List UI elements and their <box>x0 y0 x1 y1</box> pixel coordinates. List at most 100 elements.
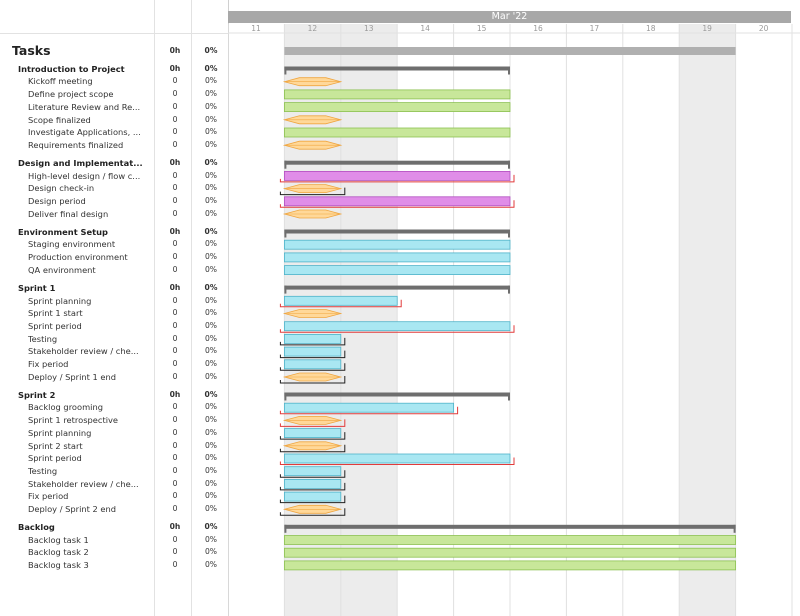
task-bar <box>284 333 342 344</box>
summary-bar <box>284 285 510 290</box>
task-hours: 0 <box>172 427 178 437</box>
task-progress: 0% <box>204 402 218 412</box>
day-label: 11 <box>251 24 261 33</box>
day-label: 18 <box>646 24 656 33</box>
task-progress: 0% <box>204 534 218 544</box>
day-label: 20 <box>758 24 769 33</box>
task-name: Staging environment <box>28 239 116 250</box>
task-row[interactable]: Sprint planning 0 0% <box>0 427 228 440</box>
task-name: Environment Setup <box>18 226 108 237</box>
task-row[interactable]: Literature Review and Re... 0 0% <box>0 101 228 114</box>
task-progress: 0% <box>204 333 218 343</box>
task-name: Deploy / Sprint 1 end <box>28 371 117 382</box>
task-progress: 0% <box>204 522 218 531</box>
task-row[interactable]: Deliver final design 0 0% <box>0 208 228 221</box>
task-row[interactable]: Backlog task 2 0 0% <box>0 546 228 559</box>
task-group-row[interactable]: Introduction to Project 0h 0% <box>0 63 228 76</box>
dependency-link <box>279 508 346 516</box>
task-row[interactable]: Design period 0 0% <box>0 195 228 208</box>
task-hours: 0 <box>172 76 178 86</box>
task-row[interactable]: Deploy / Sprint 1 end 0 0% <box>0 371 228 384</box>
task-row[interactable]: Sprint planning 0 0% <box>0 295 228 308</box>
task-bar <box>284 560 737 571</box>
task-progress: 0% <box>204 295 218 305</box>
task-row[interactable]: Fix period 0 0% <box>0 490 228 503</box>
task-bar <box>284 478 342 489</box>
task-progress: 0% <box>204 127 218 137</box>
task-group-row[interactable]: Sprint 1 0h 0% <box>0 282 228 295</box>
task-group-row[interactable]: Sprint 2 0h 0% <box>0 389 228 402</box>
task-name: Kickoff meeting <box>28 76 93 87</box>
task-group-row[interactable]: Environment Setup 0h 0% <box>0 226 228 239</box>
task-row[interactable]: Define project scope 0 0% <box>0 88 228 101</box>
task-hours: 0 <box>172 415 178 425</box>
task-row[interactable]: Scope finalized 0 0% <box>0 114 228 127</box>
dependency-link <box>279 406 459 415</box>
task-progress: 0% <box>204 282 218 292</box>
task-hours: 0h <box>169 282 181 292</box>
task-hours: 0 <box>172 359 178 368</box>
weekend-shade <box>679 24 736 616</box>
task-bar <box>284 196 511 207</box>
task-row[interactable]: Sprint 1 retrospective 0 0% <box>0 414 228 427</box>
task-row[interactable]: Backlog task 1 0 0% <box>0 534 228 547</box>
summary-bar <box>284 524 736 529</box>
task-hours: 0h <box>169 63 181 73</box>
task-group-row[interactable]: Design and Implementat... 0h 0% <box>0 157 228 170</box>
summary-bar-end-cap <box>508 66 510 75</box>
task-name: Investigate Applications, ... <box>28 127 141 138</box>
task-hours: 0 <box>172 208 178 218</box>
task-name: Sprint 1 retrospective <box>28 415 119 426</box>
task-progress: 0% <box>204 547 218 557</box>
task-bar <box>284 466 342 477</box>
dependency-link <box>279 299 402 308</box>
summary-bar <box>284 229 510 234</box>
task-row[interactable]: Backlog grooming 0 0% <box>0 401 228 414</box>
dependency-link <box>279 419 346 427</box>
task-progress: 0% <box>204 157 218 167</box>
task-name: Fix period <box>28 491 69 502</box>
task-progress: 0% <box>204 560 218 570</box>
task-row[interactable]: Deploy / Sprint 2 end 0 0% <box>0 503 228 516</box>
task-bar <box>284 89 511 100</box>
task-row[interactable]: Requirements finalized 0 0% <box>0 139 228 152</box>
task-name: Introduction to Project <box>18 63 125 74</box>
task-row[interactable]: Testing 0 0% <box>0 465 228 478</box>
task-group-row[interactable]: Backlog 0h 0% <box>0 521 228 534</box>
task-row[interactable]: Sprint 1 start 0 0% <box>0 307 228 320</box>
task-progress: 0% <box>204 359 218 368</box>
dependency-link <box>279 187 346 196</box>
dependency-link <box>279 337 346 346</box>
task-name: Backlog task 3 <box>28 560 89 571</box>
task-row[interactable]: Fix period 0 0% <box>0 358 228 371</box>
task-row[interactable]: Sprint period 0 0% <box>0 320 228 333</box>
task-row[interactable]: Sprint 2 start 0 0% <box>0 440 228 453</box>
task-row[interactable]: Testing 0 0% <box>0 333 228 346</box>
summary-bar-end-cap <box>508 392 510 401</box>
task-row[interactable]: Production environment 0 0% <box>0 251 228 264</box>
summary-bar-start-cap <box>284 160 287 169</box>
task-name: Sprint 1 <box>18 282 56 293</box>
task-name: Define project scope <box>28 89 114 100</box>
task-row[interactable]: High-level design / flow c... 0 0% <box>0 170 228 183</box>
task-progress: 0% <box>204 114 218 124</box>
task-name: Sprint planning <box>28 295 92 306</box>
task-bar <box>284 252 511 263</box>
task-row[interactable]: Design check-in 0 0% <box>0 182 228 195</box>
project-summary-bar <box>284 47 736 55</box>
task-row[interactable]: Kickoff meeting 0 0% <box>0 75 228 88</box>
task-name: Sprint 2 start <box>28 440 83 451</box>
task-progress: 0% <box>204 415 218 425</box>
task-hours: 0 <box>172 139 178 149</box>
task-row[interactable]: Sprint period 0 0% <box>0 452 228 465</box>
task-row[interactable]: Stakeholder review / che... 0 0% <box>0 345 228 358</box>
task-progress: 0% <box>204 208 218 218</box>
task-row[interactable]: Staging environment 0 0% <box>0 238 228 251</box>
task-name: Design period <box>28 196 86 206</box>
task-progress: 0% <box>204 63 218 73</box>
task-row[interactable]: QA environment 0 0% <box>0 264 228 277</box>
task-row[interactable]: Investigate Applications, ... 0 0% <box>0 126 228 139</box>
task-row[interactable]: Backlog task 3 0 0% <box>0 559 228 572</box>
dependency-link <box>279 325 515 333</box>
task-row[interactable]: Stakeholder review / che... 0 0% <box>0 478 228 491</box>
